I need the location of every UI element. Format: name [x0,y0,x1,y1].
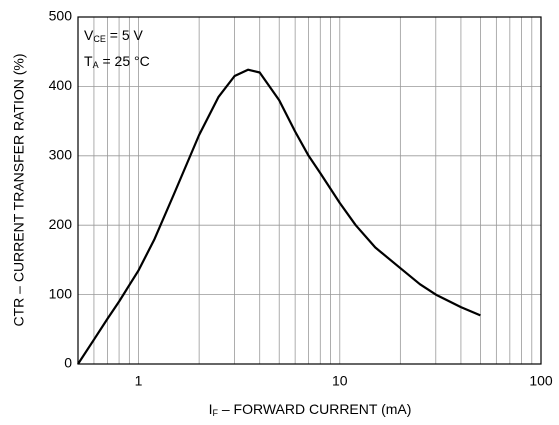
plot-frame [77,16,542,365]
annotation: VCE = 5 V [84,27,143,45]
x-axis-label: IF – FORWARD CURRENT (mA) [209,401,412,419]
annotation-rest: = 25 °C [99,53,150,69]
annotation-main: V [84,27,94,43]
y-tick-label: 0 [64,355,72,371]
annotation-rest: = 5 V [106,27,144,43]
data-line [77,68,481,365]
x-tick-label: 100 [529,373,553,389]
y-axis-label: CTR – CURRENT TRANSFER RATION (%) [11,53,27,326]
annotation-sub: A [93,60,99,70]
annotation-sub: CE [93,34,106,44]
x-tick-label: 1 [135,373,143,389]
x-tick-label: 10 [332,373,348,389]
annotation: TA = 25 °C [84,53,150,71]
annotation-main: T [84,53,93,69]
y-tick-label: 200 [49,216,73,232]
y-tick-label: 100 [49,285,73,301]
y-tick-label: 500 [49,8,73,24]
y-tick-label: 300 [49,147,73,163]
y-tick-label: 400 [49,77,73,93]
